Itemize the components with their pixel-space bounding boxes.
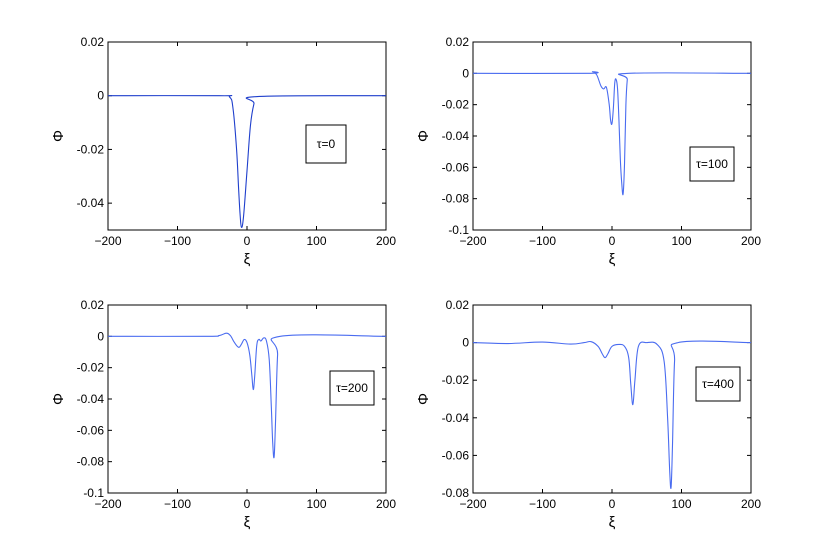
annotation-box bbox=[695, 366, 741, 402]
y-tick-label: 0.02 bbox=[81, 35, 105, 49]
series-line bbox=[473, 71, 751, 196]
y-tick-label: -0.06 bbox=[77, 423, 105, 437]
y-tick-label: -0.04 bbox=[77, 392, 105, 406]
x-tick-label: 0 bbox=[244, 497, 251, 511]
y-tick-label: -0.02 bbox=[77, 361, 105, 375]
annotation-label: τ=200 bbox=[336, 381, 368, 395]
annotation-box bbox=[689, 146, 735, 182]
y-tick-label: 0.02 bbox=[81, 298, 105, 312]
y-tick-label: 0 bbox=[462, 66, 469, 80]
x-tick-label: −200 bbox=[94, 497, 121, 511]
x-tick-label: −100 bbox=[529, 234, 556, 248]
x-tick-label: 0 bbox=[609, 234, 616, 248]
subplot-4: −200 −100 0 100 200 0.02 0 -0.02 -0.04 -0.06 -0.08… bbox=[415, 298, 761, 531]
series-line bbox=[108, 332, 386, 459]
annotation-box bbox=[305, 124, 347, 164]
y-axis-label: Φ bbox=[415, 130, 432, 142]
subplot-2: −200 −100 0 100 200 0.02 0 -0.02 -0.04 -0.06 -0.08… bbox=[415, 35, 761, 268]
x-tick-label: −100 bbox=[529, 497, 556, 511]
y-axis-label: Φ bbox=[50, 393, 67, 405]
x-tick-label: −100 bbox=[164, 234, 191, 248]
x-tick-label: 200 bbox=[741, 234, 761, 248]
x-tick-label: 100 bbox=[306, 234, 326, 248]
y-tick-label: -0.02 bbox=[442, 373, 470, 387]
y-tick-label: 0.02 bbox=[446, 298, 470, 312]
annotation-label: τ=400 bbox=[702, 377, 734, 391]
y-tick-label: -0.04 bbox=[442, 411, 470, 425]
x-axis-label: ξ bbox=[609, 251, 616, 268]
x-tick-label: 200 bbox=[376, 234, 396, 248]
y-tick-label: -0.02 bbox=[77, 142, 105, 156]
x-tick-label: 0 bbox=[609, 497, 616, 511]
subplot-3: −200 −100 0 100 200 0.02 0 -0.02 -0.04 -0.06 -0.08… bbox=[50, 298, 396, 531]
x-tick-label: 100 bbox=[306, 497, 326, 511]
x-tick-label: 100 bbox=[671, 497, 691, 511]
series-line bbox=[108, 95, 386, 228]
x-tick-label: −200 bbox=[459, 497, 486, 511]
y-tick-label: -0.02 bbox=[442, 98, 470, 112]
x-tick-label: 200 bbox=[376, 497, 396, 511]
x-tick-label: −200 bbox=[94, 234, 121, 248]
y-tick-label: -0.04 bbox=[77, 196, 105, 210]
x-tick-label: 0 bbox=[244, 234, 251, 248]
y-axis-label: Φ bbox=[415, 393, 432, 405]
x-tick-label: −200 bbox=[459, 234, 486, 248]
annotation-box bbox=[329, 370, 375, 406]
annotation-label: τ=100 bbox=[696, 157, 728, 171]
y-tick-label: -0.08 bbox=[442, 192, 470, 206]
y-tick-label: 0 bbox=[462, 336, 469, 350]
x-tick-label: 200 bbox=[741, 497, 761, 511]
x-tick-label: 100 bbox=[671, 234, 691, 248]
y-axis-label: Φ bbox=[50, 130, 67, 142]
y-tick-label: -0.1 bbox=[83, 486, 104, 500]
y-tick-label: -0.04 bbox=[442, 129, 470, 143]
y-tick-label: 0 bbox=[97, 329, 104, 343]
y-tick-label: -0.08 bbox=[77, 455, 105, 469]
y-tick-label: -0.08 bbox=[442, 486, 470, 500]
series-line bbox=[473, 340, 751, 489]
x-axis-label: ξ bbox=[244, 514, 251, 531]
x-tick-label: −100 bbox=[164, 497, 191, 511]
annotation-label: τ=0 bbox=[317, 137, 336, 151]
y-tick-label: -0.06 bbox=[442, 160, 470, 174]
x-axis-label: ξ bbox=[244, 251, 251, 268]
y-tick-label: 0 bbox=[97, 89, 104, 103]
subplot-1: −200 −100 0 100 200 0.02 0 -0.02 -0.04 ξ Φτ=0 bbox=[50, 35, 396, 268]
x-axis-label: ξ bbox=[609, 514, 616, 531]
y-tick-label: -0.1 bbox=[448, 223, 469, 237]
y-tick-label: 0.02 bbox=[446, 35, 470, 49]
axes-frame bbox=[472, 41, 752, 231]
y-tick-label: -0.06 bbox=[442, 448, 470, 462]
